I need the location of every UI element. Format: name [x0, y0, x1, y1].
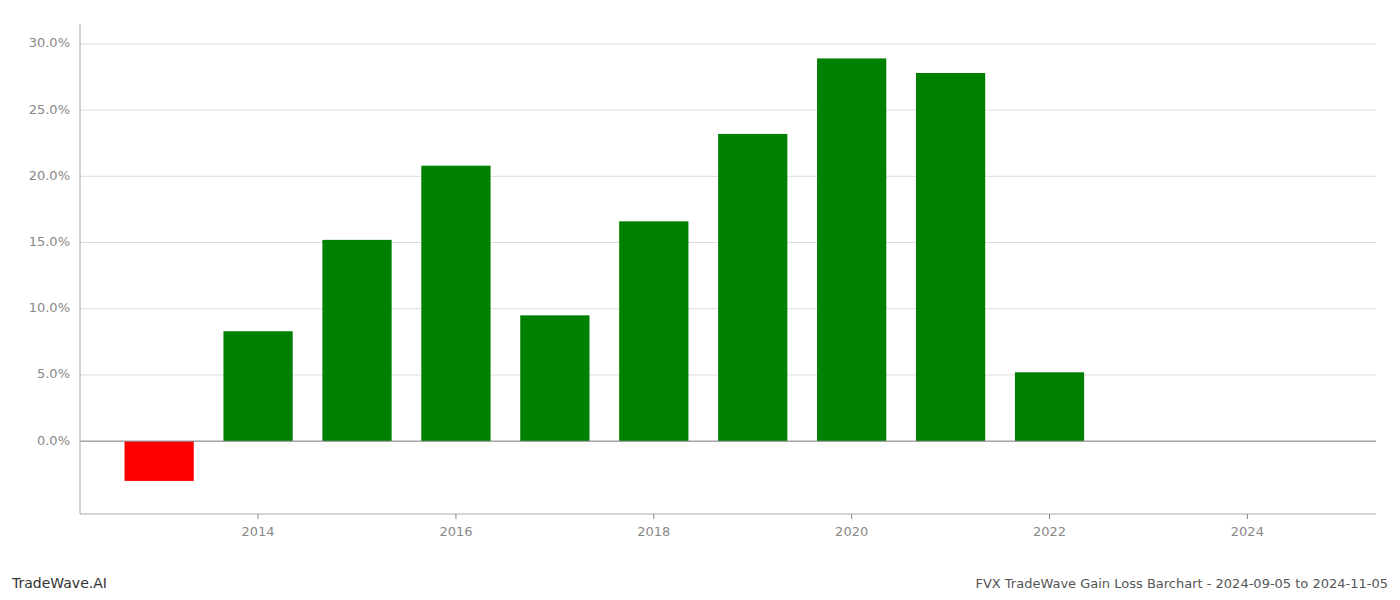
x-tick	[1247, 514, 1248, 519]
bar	[1015, 372, 1084, 441]
x-ticks: 2014 2016 2018 2020 2022 2024	[242, 514, 1264, 539]
y-tick-label: 20.0%	[29, 168, 70, 183]
bar	[817, 58, 886, 441]
chart: 0.0%5.0%10.0%15.0%20.0%25.0%30.0%2014201…	[0, 0, 1400, 600]
watermark: TradeWave.AI	[11, 575, 107, 591]
bars	[125, 58, 1085, 480]
grid-line	[80, 43, 1376, 44]
grid-line	[80, 441, 1376, 442]
title: FVX TradeWave Gain Loss Barchart - 2024-…	[975, 576, 1388, 591]
y-grid	[80, 44, 1376, 441]
y-tick-label: 25.0%	[29, 102, 70, 117]
x-tick	[851, 514, 852, 519]
zero-line	[80, 441, 1376, 442]
x-axis-line	[80, 514, 1376, 515]
x-tick	[1049, 514, 1050, 519]
y-tick-label: 30.0%	[29, 35, 70, 50]
bar	[421, 166, 490, 441]
y-tick-labels: 0.0% 5.0% 10.0% 15.0% 20.0% 25.0% 30.0%	[29, 35, 70, 447]
x-tick-label: 2014	[242, 524, 275, 539]
bar	[223, 331, 292, 441]
x-tick-label: 2024	[1231, 524, 1264, 539]
x-tick-label: 2016	[439, 524, 472, 539]
grid-line	[80, 110, 1376, 111]
bar	[718, 134, 787, 441]
y-tick-label: 5.0%	[37, 366, 70, 381]
bar	[322, 240, 391, 441]
bar	[619, 221, 688, 441]
y-tick-label: 0.0%	[37, 433, 70, 448]
y-tick-label: 15.0%	[29, 234, 70, 249]
bar	[520, 315, 589, 441]
bar	[916, 73, 985, 441]
y-axis-line	[80, 24, 81, 514]
x-tick	[258, 514, 259, 519]
x-tick	[653, 514, 654, 519]
y-tick-label: 10.0%	[29, 300, 70, 315]
x-tick-label: 2020	[835, 524, 868, 539]
x-tick-label: 2022	[1033, 524, 1066, 539]
x-tick-label: 2018	[637, 524, 670, 539]
x-tick	[455, 514, 456, 519]
bar	[125, 441, 194, 481]
